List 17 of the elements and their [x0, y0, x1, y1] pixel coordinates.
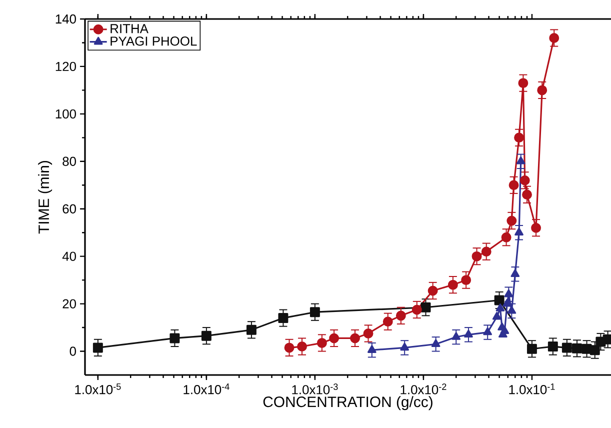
y-tick-label: 20 [62, 299, 76, 308]
x-tick-label: 1.0x10$^{-4}$ [184, 384, 230, 394]
y-tick-label: 100 [56, 109, 76, 119]
y-tick-label: 60 [62, 204, 76, 214]
y-tick-label: 140 [56, 14, 76, 24]
y-tick-label: 0 [70, 346, 76, 356]
x-tick-label: 1.0x10$^{-1}$ [509, 384, 555, 394]
y-tick-label: 40 [62, 252, 76, 261]
y-tick-label: 120 [56, 62, 76, 72]
y-tick-label: 80 [62, 156, 76, 166]
legend-label: PYAGI PHOOL [110, 36, 197, 46]
x-tick-label: 1.0x10$^{-2}$ [400, 384, 446, 394]
y-axis-title: TIME (min) [38, 161, 52, 234]
x-tick-label: 1.0x10$^{-3}$ [292, 384, 338, 394]
x-axis-title: CONCENTRATION (g/cc) [263, 396, 432, 410]
x-tick-label: 1.0x10$^{-5}$ [75, 384, 121, 394]
legend-label: RITHA [110, 24, 148, 34]
